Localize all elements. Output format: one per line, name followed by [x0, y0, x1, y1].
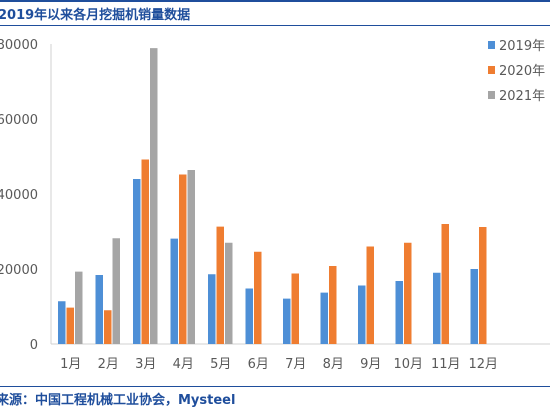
bar-2019年-12月	[470, 269, 478, 344]
bar-2020年-1月	[66, 307, 74, 344]
bar-2020年-11月	[441, 224, 449, 344]
legend-label: 2020年	[499, 64, 545, 79]
y-tick-label: 20000	[0, 263, 38, 278]
x-tick-label: 10月	[393, 357, 423, 372]
bar-2019年-10月	[395, 281, 403, 344]
bar-2021年-1月	[75, 271, 83, 344]
top-rule	[0, 0, 550, 2]
y-tick-label: 0	[30, 338, 38, 353]
bar-2021年-4月	[187, 170, 195, 344]
source-rule	[0, 386, 550, 387]
bar-2020年-3月	[141, 159, 149, 344]
bar-2020年-2月	[104, 310, 112, 344]
y-tick-label: 40000	[0, 188, 38, 203]
legend-swatch-2020年	[488, 66, 495, 74]
x-tick-label: 8月	[323, 357, 344, 372]
legend-swatch-2021年	[488, 91, 495, 99]
x-tick-label: 4月	[173, 357, 194, 372]
bar-2019年-1月	[58, 301, 66, 344]
x-axis: 1月 2月 3月 4月 5月 6月 7月 8月 9月 10月 11月 12月	[60, 357, 498, 372]
x-tick-label: 3月	[135, 357, 156, 372]
x-tick-label: 12月	[468, 357, 498, 372]
source-note: 来源：中国工程机械工业协会，Mysteel	[0, 393, 236, 408]
x-tick-label: 7月	[285, 357, 306, 372]
bar-2019年-2月	[95, 275, 103, 344]
bar-2019年-6月	[245, 288, 253, 344]
bar-2019年-9月	[358, 285, 366, 344]
x-tick-label: 9月	[360, 357, 381, 372]
bar-2019年-5月	[208, 274, 216, 344]
legend-label: 2021年	[499, 89, 545, 104]
bar-2021年-3月	[150, 48, 158, 344]
x-tick-label: 11月	[431, 357, 461, 372]
bars	[58, 48, 487, 344]
x-tick-label: 6月	[248, 357, 269, 372]
bar-2019年-11月	[433, 272, 441, 344]
bar-2020年-8月	[329, 266, 337, 344]
chart-title: 2019年以来各月挖掘机销量数据	[0, 8, 191, 23]
legend-swatch-2019年	[488, 41, 495, 49]
x-tick-label: 5月	[210, 357, 231, 372]
bar-2019年-7月	[283, 298, 291, 344]
legend-label: 2019年	[499, 39, 545, 54]
bar-2019年-4月	[170, 238, 178, 344]
bar-2020年-9月	[366, 246, 374, 344]
bar-2021年-2月	[112, 238, 120, 344]
title-rule	[0, 25, 550, 26]
y-axis: 0 20000 40000 60000 80000	[0, 38, 38, 353]
y-tick-label: 60000	[0, 113, 38, 128]
x-tick-label: 1月	[60, 357, 81, 372]
y-tick-label: 80000	[0, 38, 38, 53]
x-tick-label: 2月	[98, 357, 119, 372]
bar-2020年-5月	[216, 226, 224, 344]
bar-2020年-6月	[254, 251, 262, 344]
bar-2019年-8月	[320, 292, 328, 344]
bar-2020年-4月	[179, 174, 187, 344]
bar-2019年-3月	[133, 179, 141, 344]
legend: 2019年 2020年 2021年	[488, 39, 545, 104]
bar-2020年-7月	[291, 273, 299, 344]
bar-2020年-10月	[404, 242, 412, 344]
bar-2021年-5月	[225, 242, 233, 344]
bar-2020年-12月	[479, 227, 487, 344]
